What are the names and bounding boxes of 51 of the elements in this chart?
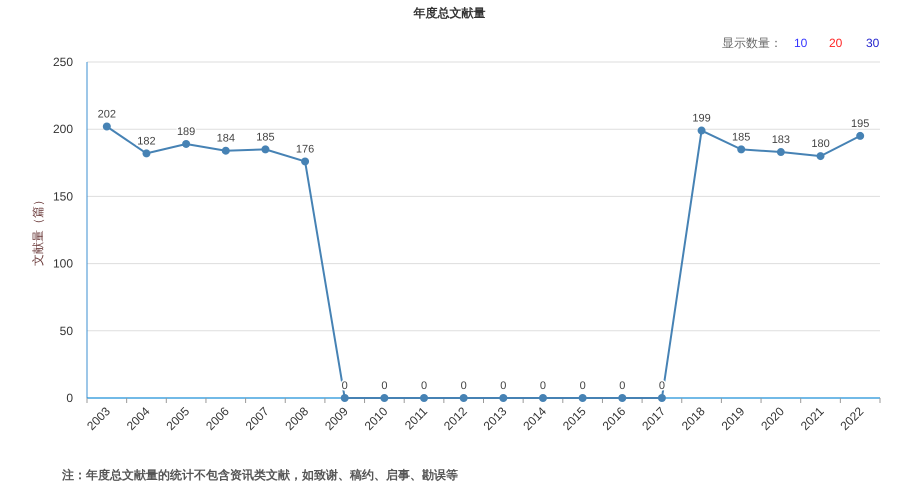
y-tick-label: 150 [52,189,74,204]
point [182,140,190,148]
data-label: 0 [381,380,388,392]
y-tick-label: 50 [60,324,74,338]
y-axis-title: 文献量（篇） [31,194,45,266]
point [776,148,785,156]
point [460,394,468,402]
text: 20 [829,36,843,50]
y-tick-label: 100 [52,256,74,271]
y-tick-label: 0 [66,391,74,405]
point [340,394,349,402]
data-label: 0 [580,380,586,392]
text: 显示数量： [722,36,782,50]
data-label: 199 [692,112,711,125]
point [420,394,428,402]
point [380,394,388,402]
point [658,394,666,402]
data-label: 183 [772,134,790,146]
point [618,394,626,402]
data-label: 176 [296,143,314,156]
data-label: 180 [811,138,830,150]
y-tick-label: 200 [52,122,74,136]
point [698,126,706,135]
data-label: 184 [216,132,235,145]
point [737,145,746,154]
point [301,157,310,166]
y-tick-label: 250 [52,55,74,69]
data-label: 0 [619,380,626,392]
point [538,394,547,402]
point [816,152,825,160]
data-label: 195 [850,118,870,130]
data-label: 185 [732,131,750,144]
chart-title: 年度总文献量 [412,6,486,20]
text: 注：年度总文献量的统计不包含资讯类文献，如致谢、稿约、启事、勘误等 [61,468,458,482]
data-label: 182 [137,135,156,148]
data-label: 189 [176,126,196,138]
data-label: 202 [98,108,116,121]
data-label: 0 [500,380,506,392]
data-label: 0 [420,380,428,392]
text: 30 [866,36,880,50]
point [578,394,587,402]
point [499,394,508,402]
point [102,122,111,131]
text: 10 [794,36,808,50]
data-label: 185 [256,131,275,144]
point [856,132,864,140]
data-label: 0 [460,380,467,392]
point [261,145,270,154]
point [142,149,150,158]
point [222,146,230,155]
data-label: 0 [540,380,546,392]
